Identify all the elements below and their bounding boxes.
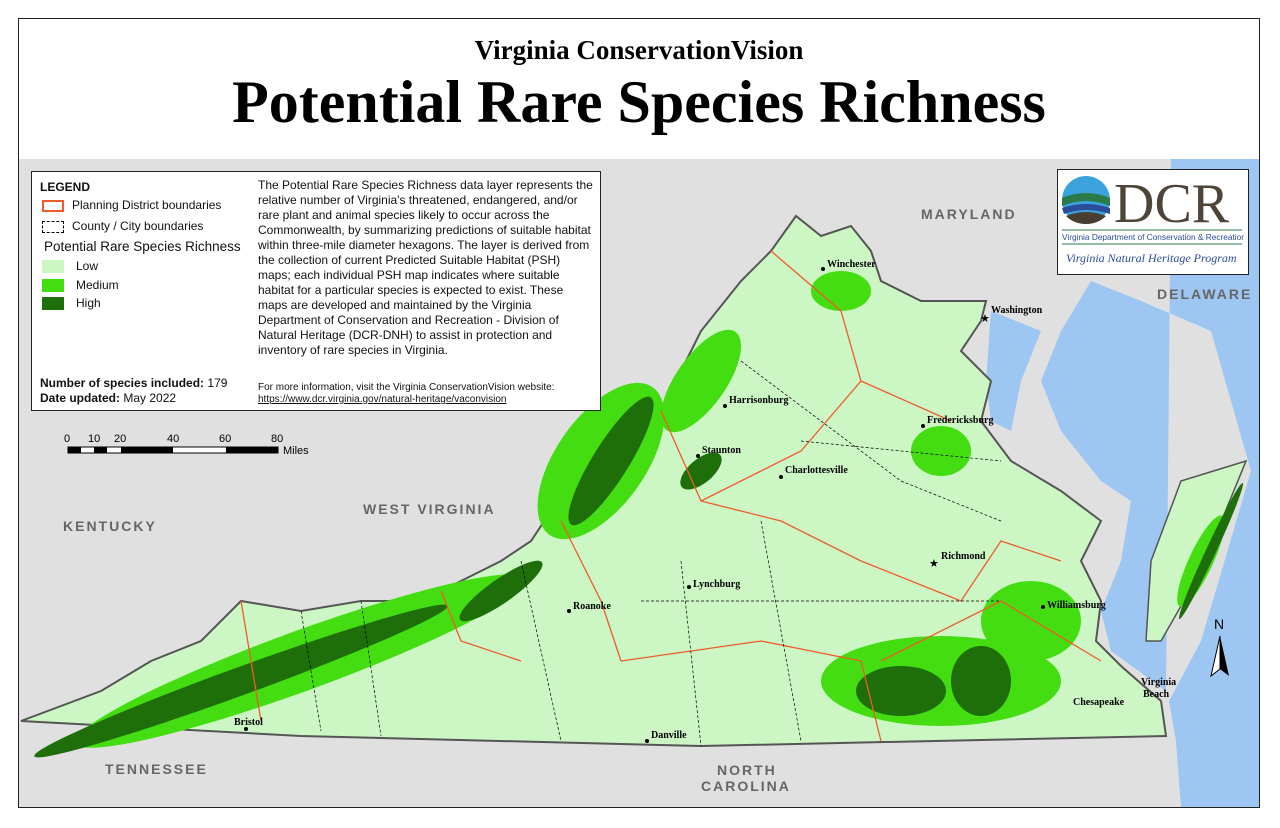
state-labels: MARYLAND DELAWARE KENTUCKY WEST VIRGINIA… — [63, 206, 1252, 794]
svg-text:Fredericksburg: Fredericksburg — [927, 415, 993, 426]
svg-text:Miles: Miles — [283, 445, 309, 457]
legend-panel: LEGEND Planning District boundaries Coun… — [31, 171, 601, 411]
layer-description: The Potential Rare Species Richness data… — [258, 178, 593, 357]
svg-text:★: ★ — [980, 313, 990, 325]
svg-text:DCR: DCR — [1114, 173, 1230, 235]
svg-text:★: ★ — [929, 558, 939, 570]
svg-text:Richmond: Richmond — [941, 551, 986, 562]
svg-text:60: 60 — [219, 433, 231, 445]
svg-text:KENTUCKY: KENTUCKY — [63, 518, 157, 534]
svg-text:NORTH: NORTH — [717, 762, 777, 778]
website-link[interactable]: https://www.dcr.virginia.gov/natural-her… — [258, 394, 507, 405]
svg-text:Staunton: Staunton — [702, 445, 741, 456]
svg-text:Virginia Department of Conserv: Virginia Department of Conservation & Re… — [1062, 232, 1244, 242]
svg-text:Winchester: Winchester — [827, 259, 876, 270]
dcr-logo-mark: DCR Virginia Department of Conservation … — [1062, 173, 1246, 265]
svg-text:Virginia Natural Heritage Prog: Virginia Natural Heritage Program — [1066, 251, 1237, 265]
svg-text:Chesapeake: Chesapeake — [1073, 697, 1125, 708]
legend-medium: Medium — [42, 278, 119, 293]
more-info-text: For more information, visit the Virginia… — [258, 382, 555, 393]
svg-text:80: 80 — [271, 433, 283, 445]
svg-text:Bristol: Bristol — [234, 717, 263, 728]
svg-text:40: 40 — [167, 433, 179, 445]
legend-heading: LEGEND — [40, 180, 91, 194]
svg-text:Danville: Danville — [651, 730, 687, 741]
atlantic-chesapeake-water — [1041, 159, 1259, 807]
county-boundaries — [300, 360, 1002, 747]
north-arrow: N — [1210, 616, 1229, 678]
scale-bar: 0 10 20 40 60 80 Miles — [64, 433, 309, 457]
svg-text:Williamsburg: Williamsburg — [1047, 600, 1106, 611]
map-canvas: Winchester ★Washington Harrisonburg Fred… — [19, 159, 1259, 807]
svg-text:Lynchburg: Lynchburg — [693, 579, 740, 590]
map-subtitle: Virginia ConservationVision — [474, 35, 804, 65]
dcr-logo: DCR Virginia Department of Conservation … — [1057, 169, 1249, 275]
svg-text:0: 0 — [64, 433, 70, 445]
map-frame: Virginia ConservationVision Potential Ra… — [18, 18, 1260, 808]
potomac-water — [986, 311, 1041, 431]
legend-district: Planning District boundaries — [42, 198, 221, 212]
city-labels: Winchester ★Washington Harrisonburg Fred… — [234, 259, 1176, 743]
svg-text:DELAWARE: DELAWARE — [1157, 286, 1252, 302]
svg-text:Harrisonburg: Harrisonburg — [729, 395, 788, 406]
legend-richness-title: Potential Rare Species Richness — [44, 239, 241, 254]
svg-text:Washington: Washington — [991, 305, 1043, 316]
svg-text:10: 10 — [88, 433, 100, 445]
legend-high: High — [42, 296, 101, 311]
header: Virginia ConservationVision Potential Ra… — [19, 19, 1259, 160]
species-count: Number of species included: 179 — [40, 376, 228, 390]
richness-high-areas — [34, 396, 1244, 758]
svg-text:MARYLAND: MARYLAND — [921, 206, 1017, 222]
svg-text:Charlottesville: Charlottesville — [785, 465, 848, 476]
svg-text:20: 20 — [114, 433, 126, 445]
svg-text:TENNESSEE: TENNESSEE — [105, 761, 208, 777]
svg-text:Roanoke: Roanoke — [573, 601, 611, 612]
legend-low: Low — [42, 259, 98, 274]
svg-text:N: N — [1214, 616, 1224, 632]
svg-text:WEST VIRGINIA: WEST VIRGINIA — [363, 501, 496, 517]
svg-text:CAROLINA: CAROLINA — [701, 778, 791, 794]
map-title: Potential Rare Species Richness — [232, 69, 1046, 135]
svg-text:Virginia: Virginia — [1141, 677, 1176, 688]
date-updated: Date updated: May 2022 — [40, 391, 177, 405]
legend-county: County / City boundaries — [42, 219, 203, 233]
svg-text:Beach: Beach — [1143, 689, 1170, 700]
